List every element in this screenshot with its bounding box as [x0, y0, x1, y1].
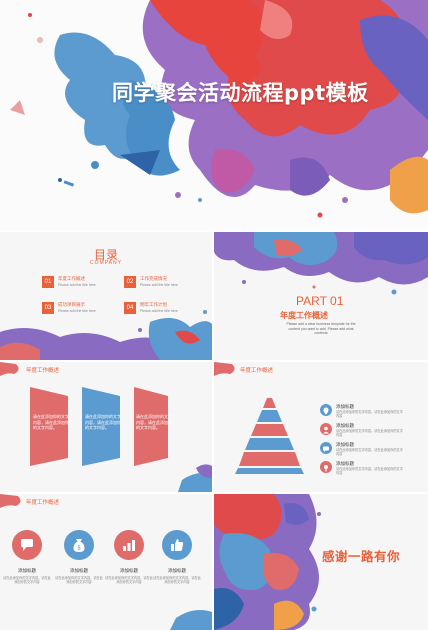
toc-title: 目录	[93, 248, 118, 262]
pyramid-item-desc: 请在此添加你的文字内容，请在此添加你的文字内容	[336, 467, 403, 475]
part-slide[interactable]: PART 01 年度工作概述 Please add a clear busine…	[214, 232, 428, 360]
arrow-card-text: 请在此添加你的文字内容，请在此添加你的文字内容。	[136, 414, 172, 430]
pyramid-item-label: 添加标题	[336, 404, 354, 409]
toc-item-number: 03	[42, 302, 54, 314]
feature-desc: 请在此添加你的文字内容，请在此添加你的文字内容	[55, 576, 103, 585]
paint-splash-art	[0, 310, 212, 360]
paint-splash-art	[214, 362, 304, 474]
thumbs-up-icon	[162, 530, 192, 560]
toc-item-desc: Please add the title here	[140, 283, 178, 287]
section-label: 年度工作概述	[240, 368, 274, 374]
toc-item-number: 02	[124, 276, 136, 288]
paint-splash-art	[10, 0, 428, 218]
pyramid-item-label: 添加标题	[336, 423, 354, 428]
feature-label: 添加标题	[18, 568, 36, 573]
feature-label: 添加标题	[120, 568, 138, 573]
toc-item-label: 年度工作概述	[58, 276, 85, 281]
svg-text:$: $	[77, 545, 81, 552]
arrow-card-text: 请在此添加你的文字内容，请在此添加你的文字内容。	[33, 414, 69, 430]
toc-item[interactable]: 01 年度工作概述 Please add the title here	[42, 276, 122, 292]
paint-splash-art	[214, 494, 321, 630]
chat-icon	[12, 530, 42, 560]
pyramid-legend-item: 添加标题 请在此添加你的文字内容，请在此添加你的文字内容	[320, 461, 420, 477]
arrow-card-text: 请在此添加你的文字内容，请在此添加你的文字内容。	[85, 414, 121, 430]
pyramid-diagram	[235, 398, 304, 474]
part-description: Please add a clear business template for…	[286, 322, 356, 335]
toc-slide[interactable]: 目录 COMPANY 01 年度工作概述 Please add the titl…	[0, 232, 212, 360]
feature-desc: 请在此添加你的文字内容，请在此添加你的文字内容	[105, 576, 153, 585]
part-title: 年度工作概述	[280, 311, 328, 320]
toc-subtitle: COMPANY	[90, 260, 122, 266]
feature-desc: 请在此添加你的文字内容，请在此添加你的文字内容	[3, 576, 51, 585]
money-bag-icon: $	[64, 530, 94, 560]
hero-title: 同学聚会活动流程ppt模板	[112, 81, 369, 105]
feature-label: 添加标题	[168, 568, 186, 573]
feature-item: 添加标题 请在此添加你的文字内容，请在此添加你的文字内容	[152, 530, 202, 584]
feature-item: 添加标题 请在此添加你的文字内容，请在此添加你的文字内容	[2, 530, 52, 584]
chat-icon	[320, 442, 332, 454]
part-number: PART 01	[296, 294, 344, 308]
toc-item-desc: Please add the title here	[58, 283, 96, 287]
location-icon	[320, 404, 332, 416]
pyramid-legend-item: 添加标题 请在此添加你的文字内容，请在此添加你的文字内容	[320, 423, 420, 439]
toc-item-desc: Please add the title here	[140, 309, 178, 313]
toc-item-label: 成功项目展示	[58, 302, 85, 307]
toc-item-label: 明年工作计划	[140, 302, 167, 307]
toc-item[interactable]: 02 工作完成情况 Please add the title here	[124, 276, 204, 292]
pyramid-item-label: 添加标题	[336, 442, 354, 447]
pyramid-slide[interactable]: 年度工作概述 添加标题 请在此添加你的文字内容，请在此添加你的文字内容 添加标题…	[214, 362, 428, 492]
feature-label: 添加标题	[70, 568, 88, 573]
feature-item: $ 添加标题 请在此添加你的文字内容，请在此添加你的文字内容	[54, 530, 104, 584]
user-icon	[320, 423, 332, 435]
pyramid-item-desc: 请在此添加你的文字内容，请在此添加你的文字内容	[336, 448, 403, 456]
arrow-card-shapes	[30, 387, 168, 466]
thanks-slide[interactable]: 感谢一路有你	[214, 494, 428, 630]
icons-slide[interactable]: 年度工作概述 添加标题 请在此添加你的文字内容，请在此添加你的文字内容 $ 添加…	[0, 494, 212, 630]
paint-splash-art	[0, 362, 212, 492]
toc-item-desc: Please add the title here	[58, 309, 96, 313]
feature-item: 添加标题 请在此添加你的文字内容，请在此添加你的文字内容	[104, 530, 154, 584]
hero-slide[interactable]: 同学聚会活动流程ppt模板	[0, 0, 428, 230]
thanks-text: 感谢一路有你	[322, 549, 401, 564]
pyramid-legend-item: 添加标题 请在此添加你的文字内容，请在此添加你的文字内容	[320, 404, 420, 420]
paint-splash-art	[214, 232, 428, 295]
pyramid-item-label: 添加标题	[336, 461, 354, 466]
section-label: 年度工作概述	[26, 500, 60, 506]
paint-splash-art	[0, 494, 212, 630]
pyramid-item-desc: 请在此添加你的文字内容，请在此添加你的文字内容	[336, 429, 403, 437]
pyramid-legend-item: 添加标题 请在此添加你的文字内容，请在此添加你的文字内容	[320, 442, 420, 458]
toc-item[interactable]: 04 明年工作计划 Please add the title here	[124, 302, 204, 318]
toc-item-label: 工作完成情况	[140, 276, 167, 281]
bar-chart-icon	[114, 530, 144, 560]
pyramid-item-desc: 请在此添加你的文字内容，请在此添加你的文字内容	[336, 410, 403, 418]
pin-icon	[320, 461, 332, 473]
arrows-slide[interactable]: 年度工作概述 请在此添加你的文字内容，请在此添加你的文字内容。 请在此添加你的文…	[0, 362, 212, 492]
feature-desc: 请在此添加你的文字内容，请在此添加你的文字内容	[153, 576, 201, 585]
toc-item[interactable]: 03 成功项目展示 Please add the title here	[42, 302, 122, 318]
toc-item-number: 01	[42, 276, 54, 288]
toc-item-number: 04	[124, 302, 136, 314]
section-label: 年度工作概述	[26, 368, 60, 374]
